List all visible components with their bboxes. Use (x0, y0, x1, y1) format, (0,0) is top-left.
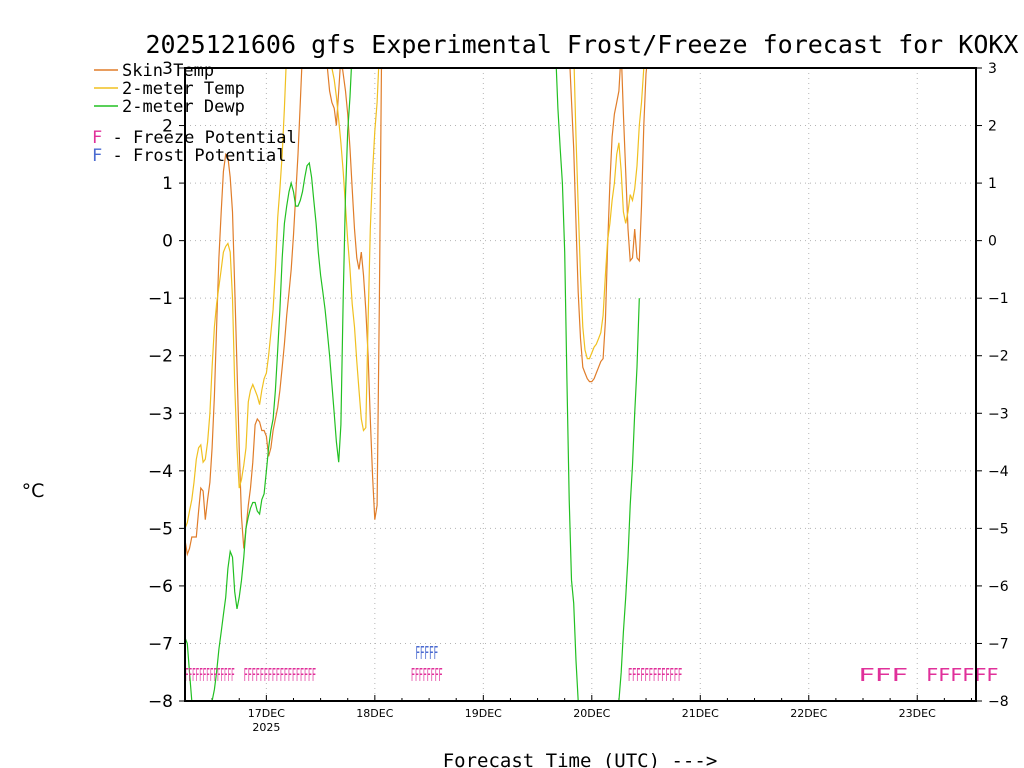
potential-legend-letter: F (92, 128, 102, 148)
y-tick-label: −8 (148, 692, 173, 712)
grid-lines (185, 68, 976, 701)
y-tick-label: −2 (148, 347, 173, 367)
chart-title: 2025121606 gfs Experimental Frost/Freeze… (146, 30, 1019, 59)
x-tick-label: 22DEC (790, 707, 827, 720)
y-tick-label: −3 (148, 404, 173, 424)
y-tick-label: −6 (148, 577, 173, 597)
legend-label-3: 2-meter Dewp (122, 97, 245, 117)
y-tick-label-right: 3 (988, 61, 997, 77)
y-tick-label-right: −6 (988, 579, 1009, 595)
x-tick-label: 18DEC (356, 707, 393, 720)
potential-legend-text: - Freeze Potential (102, 128, 296, 148)
x-tick-label: 17DEC (248, 707, 285, 720)
series-line-3 (185, 68, 640, 701)
x-axis-label: Forecast Time (UTC) ---> (443, 750, 718, 768)
y-tick-label-right: −2 (988, 349, 1009, 365)
potential-legend-2: F - Frost Potential (92, 146, 286, 166)
y-tick-label-right: 0 (988, 234, 997, 250)
y-tick-label-right: −3 (988, 406, 1009, 422)
x-tick-label: 19DEC (465, 707, 502, 720)
potential-legend-text: - Frost Potential (102, 146, 286, 166)
y-tick-label: −5 (148, 519, 173, 539)
plot-frame (184, 67, 977, 702)
y-tick-label-right: −8 (988, 694, 1009, 710)
y-tick-label-right: 2 (988, 119, 997, 135)
y-tick-label: 0 (162, 232, 173, 252)
y-tick-label: 1 (162, 174, 173, 194)
x-tick-label: 20DEC (573, 707, 610, 720)
series-lines (185, 68, 648, 701)
freeze-potential-mark: FFFFFFFFFFFFFF (185, 665, 235, 686)
y-tick-label-right: −4 (988, 464, 1009, 480)
potential-legend-letter: F (92, 146, 102, 166)
freeze-potential-mark: FFFFFFFF (411, 665, 443, 686)
legend-label-2: 2-meter Temp (122, 79, 245, 99)
x-tick-label: 23DEC (899, 707, 936, 720)
y-tick-label: 2 (162, 117, 173, 137)
y-tick-label: −4 (148, 462, 173, 482)
freeze-potential-mark: FFF (858, 665, 908, 686)
y-axis-right: −8 −7 −6 −5 −4 −3 −2 −1 0 1 2 3 (976, 61, 1009, 710)
y-tick-label-right: −7 (988, 636, 1009, 652)
y-tick-label: 3 (162, 59, 173, 79)
series-line-1 (185, 68, 648, 557)
potential-marks: FFFFFFFFFFFFFF FFFFFFFFFFFFFFFFFF FFFFFFFF… (185, 643, 999, 686)
y-axis-label: °C (22, 480, 45, 502)
y-tick-label: −7 (148, 634, 173, 654)
freeze-potential-mark: FFFFFF (926, 665, 998, 686)
legend-label-1: Skin Temp (122, 61, 214, 81)
y-axis-left: −8 −7 −6 −5 −4 −3 −2 −1 0 1 2 3 (148, 59, 185, 712)
x-tick-label: 21DEC (682, 707, 719, 720)
freeze-potential-mark: FFFFFFFFFFFFF (628, 665, 682, 686)
potential-legend-1: F - Freeze Potential (92, 128, 297, 148)
frost-potential-mark: FFFFF (416, 643, 439, 664)
y-tick-label: −1 (148, 289, 173, 309)
y-tick-label-right: −1 (988, 291, 1009, 307)
y-tick-label-right: −5 (988, 521, 1009, 537)
y-tick-label-right: 1 (988, 176, 997, 192)
freeze-potential-mark: FFFFFFFFFFFFFFFFFF (244, 665, 316, 686)
x-tick-sublabel: 2025 (252, 721, 280, 734)
series-line-2 (185, 68, 645, 529)
